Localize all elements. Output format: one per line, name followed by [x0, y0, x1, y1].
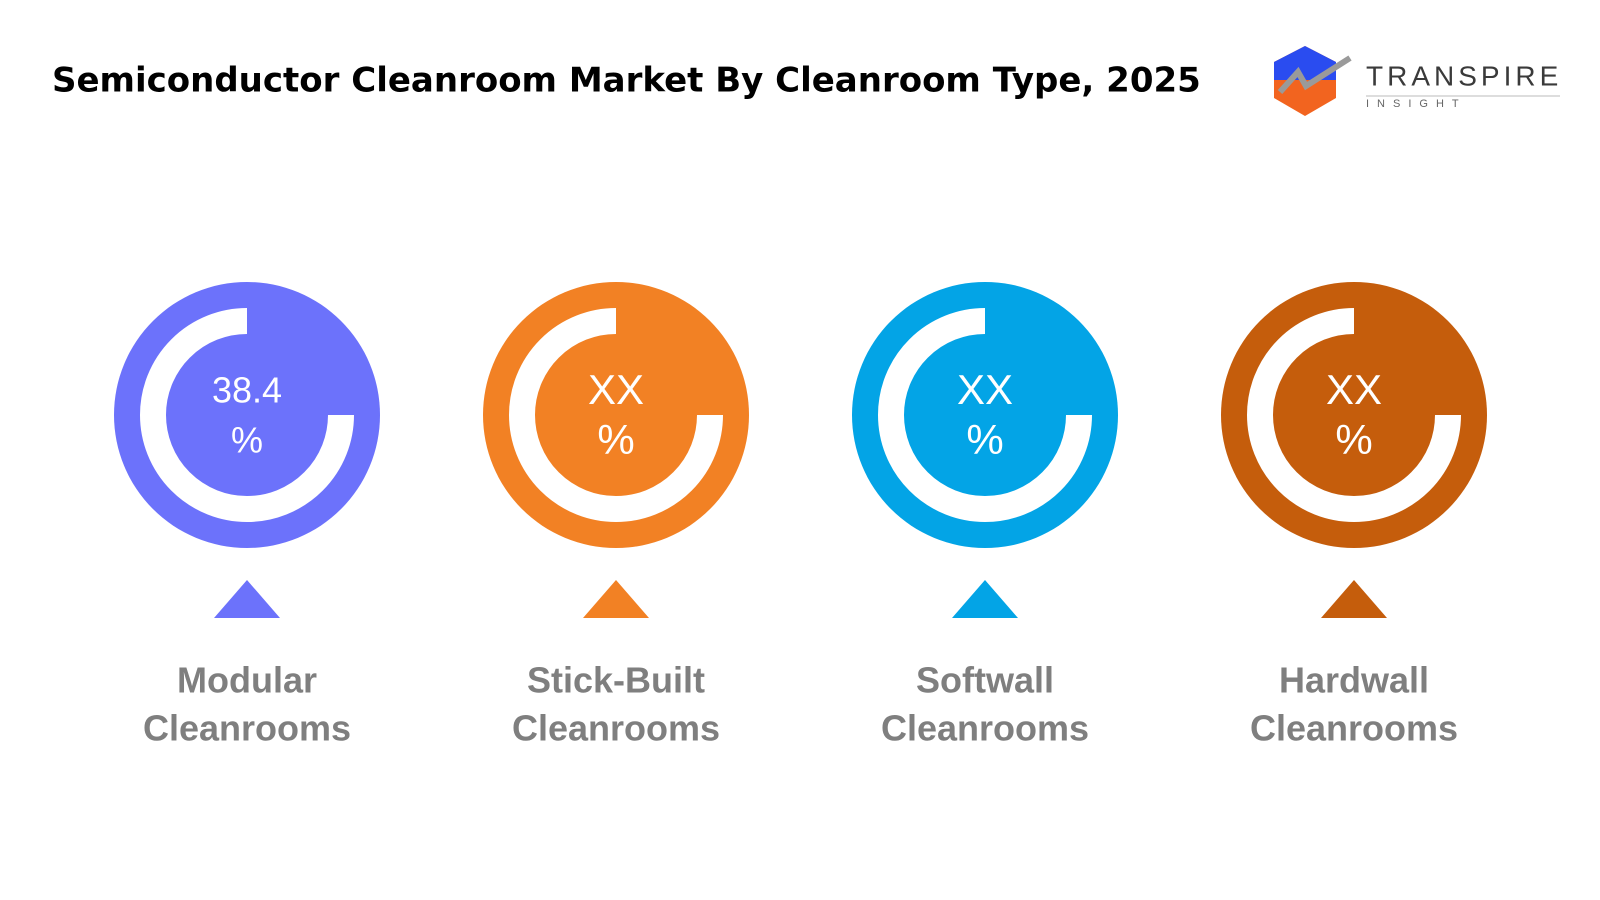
value-text: XX [588, 366, 644, 413]
item-label: Cleanrooms [512, 708, 720, 749]
page-title: Semiconductor Cleanroom Market By Cleanr… [52, 61, 1201, 101]
value-text: XX [1326, 366, 1382, 413]
logo-arrow [1277, 55, 1352, 95]
unit-text: % [597, 416, 634, 463]
logo-hexagon-top [1274, 46, 1336, 80]
logo: TRANSPIRE INSIGHT [1274, 46, 1562, 116]
unit-text: % [231, 420, 263, 461]
pointer-triangle [214, 580, 280, 618]
value-text: XX [957, 366, 1013, 413]
pointer-triangle [1321, 580, 1387, 618]
item-label: Modular [177, 660, 317, 701]
logo-tagline: INSIGHT [1366, 98, 1467, 110]
item-label: Cleanrooms [143, 708, 351, 749]
ring-arc [878, 308, 1092, 522]
item-label: Softwall [916, 660, 1054, 701]
pointer-triangle [952, 580, 1018, 618]
item-label: Cleanrooms [1250, 708, 1458, 749]
ring-arc [1247, 308, 1461, 522]
item-label: Cleanrooms [881, 708, 1089, 749]
pointer-triangle [583, 580, 649, 618]
value-text: 38.4 [212, 370, 282, 411]
unit-text: % [966, 416, 1003, 463]
ring-arc [509, 308, 723, 522]
ring-arc [140, 308, 354, 522]
logo-name: TRANSPIRE [1366, 60, 1562, 91]
unit-text: % [1335, 416, 1372, 463]
item-label: Hardwall [1279, 660, 1429, 701]
item-label: Stick-Built [527, 660, 705, 701]
